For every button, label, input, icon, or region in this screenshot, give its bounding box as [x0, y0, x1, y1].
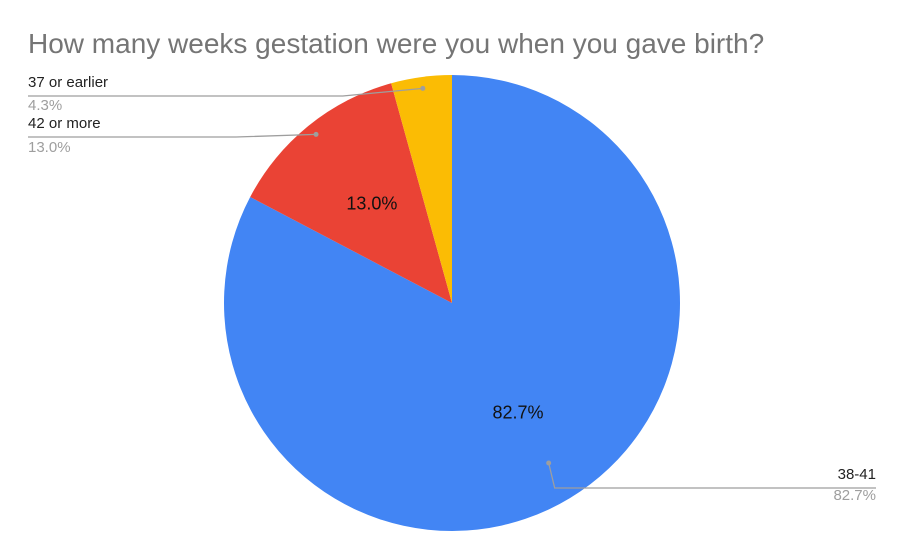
callout-line-38-41 — [548, 462, 876, 489]
callout-label-37-or-earlier: 37 or earlier — [28, 74, 108, 91]
pie-callouts: 38-41 82.7% 42 or more 13.0% 37 or earlier 4.… — [28, 74, 876, 504]
callout-label-38-41: 38-41 — [838, 466, 876, 483]
chart-title: How many weeks gestation were you when y… — [28, 28, 764, 59]
pie-slice-42-or-more — [250, 83, 452, 304]
callout-line-42-or-more — [28, 133, 317, 138]
slice-data-label-38-41: 82.7% — [493, 402, 544, 422]
pie-slices — [223, 75, 681, 532]
slice-data-label-42-or-more: 13.0% — [346, 194, 397, 214]
pie-slice-38-41 — [223, 75, 681, 532]
pie-inner-labels: 82.7% 13.0% — [346, 194, 543, 423]
callout-label-42-or-more: 42 or more — [28, 115, 101, 132]
pie-slice-37-or-earlier — [391, 75, 452, 303]
callout-value-37-or-earlier: 4.3% — [28, 97, 62, 114]
callout-value-38-41: 82.7% — [833, 487, 876, 504]
callout-value-42-or-more: 13.0% — [28, 139, 71, 156]
callout-line-37-or-earlier — [28, 87, 423, 97]
